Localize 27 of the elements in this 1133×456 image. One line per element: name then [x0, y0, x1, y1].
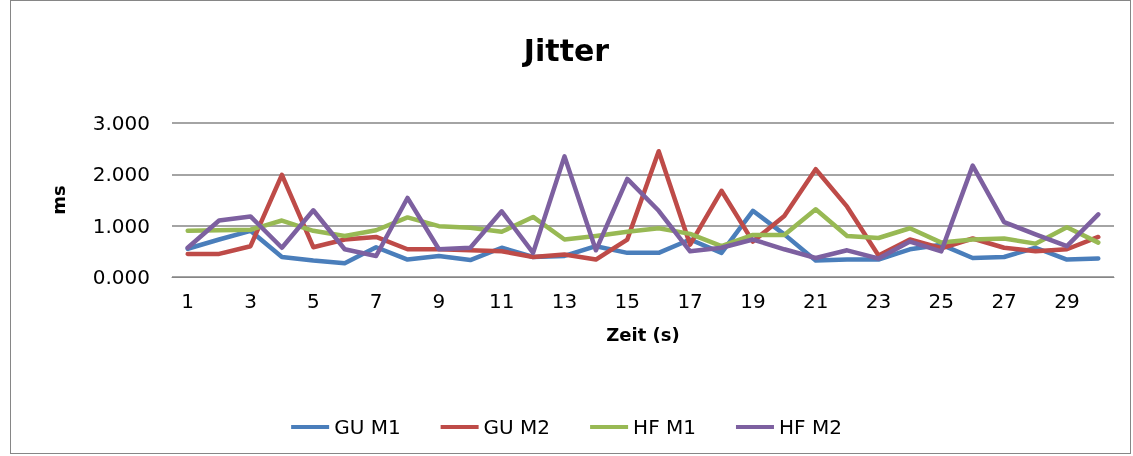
legend-label: HF M1	[633, 415, 696, 439]
x-tick-label: 27	[991, 289, 1017, 313]
legend-label: GU M2	[483, 415, 551, 439]
x-tick-label: 3	[244, 289, 257, 313]
legend-label: HF M2	[778, 415, 842, 439]
x-tick-label: 23	[865, 289, 892, 313]
x-tick-label: 17	[677, 289, 703, 313]
y-tick-label: 2.000	[92, 162, 150, 187]
x-tick-label: 1	[181, 289, 195, 313]
x-tick-label: 7	[369, 289, 383, 313]
line-series	[185, 206, 1101, 249]
x-tick-label: 15	[614, 289, 641, 313]
y-tick-label: 0.000	[92, 265, 150, 289]
x-tick-label: 29	[1054, 289, 1080, 313]
x-axis-title: Zeit (s)	[606, 323, 680, 345]
legend-label: GU M1	[334, 415, 401, 439]
y-axis-title: ms	[47, 185, 69, 215]
x-tick-label: 9	[432, 289, 446, 313]
x-tick-label: 19	[740, 289, 766, 313]
x-tick-label: 13	[551, 289, 578, 313]
chart-title: Jitter	[521, 32, 610, 68]
x-tick-label: 21	[802, 289, 829, 313]
x-tick-label: 11	[488, 289, 515, 313]
x-tick-label: 25	[928, 289, 955, 313]
y-tick-label: 1.000	[92, 213, 150, 238]
y-tick-label: 3.000	[92, 111, 150, 135]
x-tick-label: 5	[306, 289, 320, 313]
